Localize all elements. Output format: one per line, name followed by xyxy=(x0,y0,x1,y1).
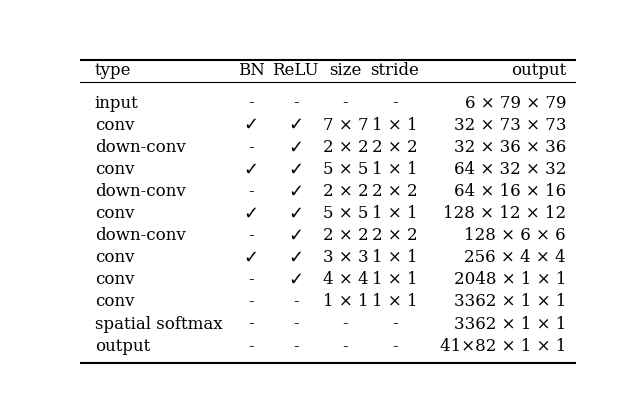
Text: -: - xyxy=(248,338,254,355)
Text: down-conv: down-conv xyxy=(95,227,186,244)
Text: 5 × 5: 5 × 5 xyxy=(323,161,368,178)
Text: 64 × 16 × 16: 64 × 16 × 16 xyxy=(454,183,566,200)
Text: 32 × 73 × 73: 32 × 73 × 73 xyxy=(454,117,566,134)
Text: size: size xyxy=(329,62,362,79)
Text: spatial softmax: spatial softmax xyxy=(95,315,223,332)
Text: stride: stride xyxy=(371,62,419,79)
Text: 2 × 2: 2 × 2 xyxy=(372,227,418,244)
Text: conv: conv xyxy=(95,271,134,288)
Text: 5 × 5: 5 × 5 xyxy=(323,205,368,222)
Text: 256 × 4 × 4: 256 × 4 × 4 xyxy=(465,249,566,266)
Text: 3362 × 1 × 1: 3362 × 1 × 1 xyxy=(454,315,566,332)
Text: 2 × 2: 2 × 2 xyxy=(323,183,368,200)
Text: 1 × 1: 1 × 1 xyxy=(372,161,418,178)
Text: output: output xyxy=(95,338,150,355)
Text: 128 × 6 × 6: 128 × 6 × 6 xyxy=(465,227,566,244)
Text: 64 × 32 × 32: 64 × 32 × 32 xyxy=(454,161,566,178)
Text: -: - xyxy=(342,338,348,355)
Text: ✓: ✓ xyxy=(288,249,303,267)
Text: 41×82 × 1 × 1: 41×82 × 1 × 1 xyxy=(440,338,566,355)
Text: 3 × 3: 3 × 3 xyxy=(323,249,368,266)
Text: -: - xyxy=(392,95,398,112)
Text: ✓: ✓ xyxy=(244,116,259,134)
Text: 1 × 1: 1 × 1 xyxy=(372,293,418,310)
Text: -: - xyxy=(293,315,299,332)
Text: -: - xyxy=(392,315,398,332)
Text: 1 × 1: 1 × 1 xyxy=(372,271,418,288)
Text: 2 × 2: 2 × 2 xyxy=(372,183,418,200)
Text: -: - xyxy=(342,95,348,112)
Text: -: - xyxy=(293,293,299,310)
Text: conv: conv xyxy=(95,249,134,266)
Text: 7 × 7: 7 × 7 xyxy=(323,117,368,134)
Text: -: - xyxy=(293,95,299,112)
Text: conv: conv xyxy=(95,205,134,222)
Text: conv: conv xyxy=(95,293,134,310)
Text: -: - xyxy=(248,183,254,200)
Text: -: - xyxy=(248,293,254,310)
Text: 1 × 1: 1 × 1 xyxy=(323,293,368,310)
Text: ✓: ✓ xyxy=(244,205,259,222)
Text: -: - xyxy=(248,95,254,112)
Text: -: - xyxy=(392,338,398,355)
Text: 2 × 2: 2 × 2 xyxy=(372,139,418,156)
Text: 1 × 1: 1 × 1 xyxy=(372,117,418,134)
Text: -: - xyxy=(248,315,254,332)
Text: -: - xyxy=(248,139,254,156)
Text: ✓: ✓ xyxy=(288,138,303,156)
Text: ReLU: ReLU xyxy=(273,62,319,79)
Text: BN: BN xyxy=(237,62,264,79)
Text: conv: conv xyxy=(95,161,134,178)
Text: 2 × 2: 2 × 2 xyxy=(323,139,368,156)
Text: ✓: ✓ xyxy=(288,227,303,245)
Text: ✓: ✓ xyxy=(288,183,303,200)
Text: ✓: ✓ xyxy=(244,249,259,267)
Text: ✓: ✓ xyxy=(288,205,303,222)
Text: conv: conv xyxy=(95,117,134,134)
Text: input: input xyxy=(95,95,139,112)
Text: 4 × 4: 4 × 4 xyxy=(323,271,368,288)
Text: output: output xyxy=(511,62,566,79)
Text: down-conv: down-conv xyxy=(95,139,186,156)
Text: -: - xyxy=(248,271,254,288)
Text: ✓: ✓ xyxy=(288,160,303,178)
Text: 2048 × 1 × 1: 2048 × 1 × 1 xyxy=(454,271,566,288)
Text: ✓: ✓ xyxy=(244,160,259,178)
Text: 1 × 1: 1 × 1 xyxy=(372,205,418,222)
Text: 2 × 2: 2 × 2 xyxy=(323,227,368,244)
Text: -: - xyxy=(342,315,348,332)
Text: 128 × 12 × 12: 128 × 12 × 12 xyxy=(443,205,566,222)
Text: 6 × 79 × 79: 6 × 79 × 79 xyxy=(465,95,566,112)
Text: 1 × 1: 1 × 1 xyxy=(372,249,418,266)
Text: ✓: ✓ xyxy=(288,271,303,289)
Text: type: type xyxy=(95,62,131,79)
Text: -: - xyxy=(293,338,299,355)
Text: 32 × 36 × 36: 32 × 36 × 36 xyxy=(454,139,566,156)
Text: 3362 × 1 × 1: 3362 × 1 × 1 xyxy=(454,293,566,310)
Text: ✓: ✓ xyxy=(288,116,303,134)
Text: -: - xyxy=(248,227,254,244)
Text: down-conv: down-conv xyxy=(95,183,186,200)
